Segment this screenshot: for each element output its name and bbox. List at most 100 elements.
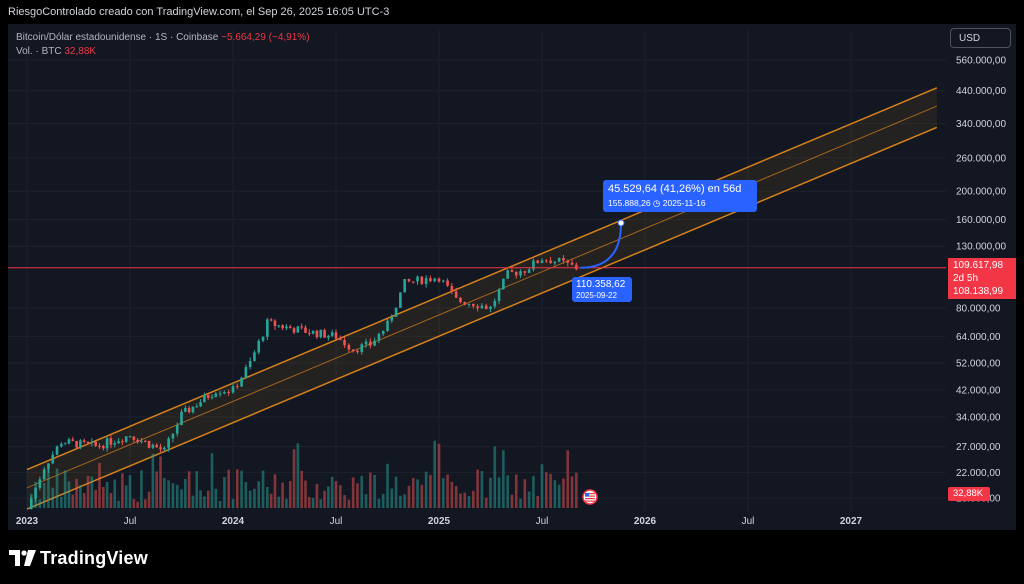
x-tick-label: Jul xyxy=(330,516,343,527)
candle-body xyxy=(269,319,273,321)
current-price-date: 2025-09-22 xyxy=(576,291,617,300)
volume-bar xyxy=(536,495,540,508)
volume-bar xyxy=(191,495,195,508)
volume-bar xyxy=(105,482,109,508)
volume-bar xyxy=(454,486,458,508)
candle-body xyxy=(151,444,155,448)
candle-body xyxy=(90,441,94,444)
candle-body xyxy=(459,297,462,303)
volume-bar xyxy=(109,493,113,508)
volume-bar xyxy=(117,500,120,508)
currency-button[interactable]: USD xyxy=(950,28,1011,48)
bar-countdown: 2d 5h xyxy=(953,273,979,284)
volume-bar xyxy=(493,446,497,508)
volume-bar xyxy=(343,495,346,508)
volume-bar xyxy=(399,495,402,508)
channel-middle-line xyxy=(26,105,938,489)
time-axis[interactable]: 2023 Jul 2024 Jul 2025 Jul 2026 Jul 2027 xyxy=(16,516,863,527)
volume-bar xyxy=(510,494,514,508)
volume-bar xyxy=(424,471,428,508)
y-tick-label: 34.000,00 xyxy=(956,412,1001,423)
price-change: −5.664,29 (−4,91%) xyxy=(221,32,310,43)
volume-bar xyxy=(253,488,256,508)
volume-bar xyxy=(82,493,86,508)
candle-body xyxy=(257,340,261,353)
volume-bar xyxy=(544,472,548,508)
tradingview-logo-icon[interactable] xyxy=(9,550,37,566)
volume-bar xyxy=(121,473,124,508)
candle-body xyxy=(429,278,432,282)
volume-bar xyxy=(523,479,527,508)
volume-bar xyxy=(248,490,252,508)
y-tick-label: 22.000,00 xyxy=(956,468,1001,479)
candle-body xyxy=(467,303,471,305)
volume-bar xyxy=(143,499,147,508)
candle-body xyxy=(549,260,552,264)
candle-body xyxy=(386,320,389,331)
candle-body xyxy=(214,393,218,397)
volume-bar xyxy=(218,501,222,508)
last-price: 109.617,98 xyxy=(953,260,1004,271)
chart-frame[interactable] xyxy=(8,24,1016,530)
candle-body xyxy=(381,330,385,334)
candle-body xyxy=(203,394,206,403)
flag-stripe xyxy=(585,500,595,502)
volume-bar xyxy=(300,470,303,508)
candle-body xyxy=(330,332,334,336)
volume-bar xyxy=(203,496,206,508)
y-tick-label: 560.000,00 xyxy=(956,56,1006,67)
candle-body xyxy=(34,487,37,499)
candle-body xyxy=(210,396,214,398)
candle-body xyxy=(60,444,63,447)
volume-bar xyxy=(480,471,484,508)
current-price-value: 110.358,62 xyxy=(576,279,626,290)
projection-target-price: 155.888,26 xyxy=(608,198,651,208)
candle-body xyxy=(223,392,226,394)
projection-arrow[interactable] xyxy=(580,222,622,269)
candle-body xyxy=(273,320,277,327)
projection-label[interactable]: 45.529,64 (41,26%) en 56d 155.888,26 ◷ 2… xyxy=(603,180,757,212)
candle-body xyxy=(553,261,557,264)
candle-body xyxy=(319,329,323,338)
candle-body xyxy=(285,326,288,329)
volume-bar xyxy=(240,470,243,508)
low-price: 108.138,99 xyxy=(953,286,1004,297)
candle-body xyxy=(132,436,136,440)
candle-body xyxy=(121,441,124,443)
candle-body xyxy=(253,352,256,361)
volume-bar xyxy=(147,491,151,508)
volume-bar xyxy=(377,498,381,508)
volume-bar xyxy=(429,474,432,508)
volume-label[interactable]: Vol. · BTC xyxy=(16,46,62,57)
volume-bar xyxy=(570,476,574,508)
x-tick-label: 2024 xyxy=(222,516,245,527)
symbol-description[interactable]: Bitcoin/Dólar estadounidense · 1S · Coin… xyxy=(16,32,219,43)
volume-bar xyxy=(441,478,445,508)
volume-bar xyxy=(288,480,292,508)
x-tick-label: 2026 xyxy=(634,516,657,527)
current-price-marker[interactable]: 110.358,62 2025-09-22 xyxy=(572,277,632,302)
volume-bar xyxy=(187,471,191,508)
volume-bar xyxy=(311,497,315,508)
volume-bar xyxy=(90,476,94,508)
y-tick-label: 160.000,00 xyxy=(956,215,1006,226)
candle-body xyxy=(248,360,252,368)
candle-body xyxy=(155,444,159,448)
us-flag-icon[interactable] xyxy=(582,489,598,505)
candle-body xyxy=(82,440,86,442)
volume-bar xyxy=(51,487,55,508)
volume-bar xyxy=(527,491,531,508)
y-tick-label: 80.000,00 xyxy=(956,303,1001,314)
volume-bar xyxy=(257,481,261,508)
tradingview-brand[interactable]: TradingView xyxy=(40,548,148,568)
projection-target-dot[interactable] xyxy=(617,219,625,227)
candle-body xyxy=(143,440,147,442)
candle-body xyxy=(532,260,535,270)
volume-bar xyxy=(347,499,351,508)
candle-body xyxy=(159,447,162,450)
channel-upper-line xyxy=(26,87,938,471)
candle-body xyxy=(266,319,269,337)
candle-body xyxy=(411,281,415,283)
channel-lower-line xyxy=(26,126,938,510)
